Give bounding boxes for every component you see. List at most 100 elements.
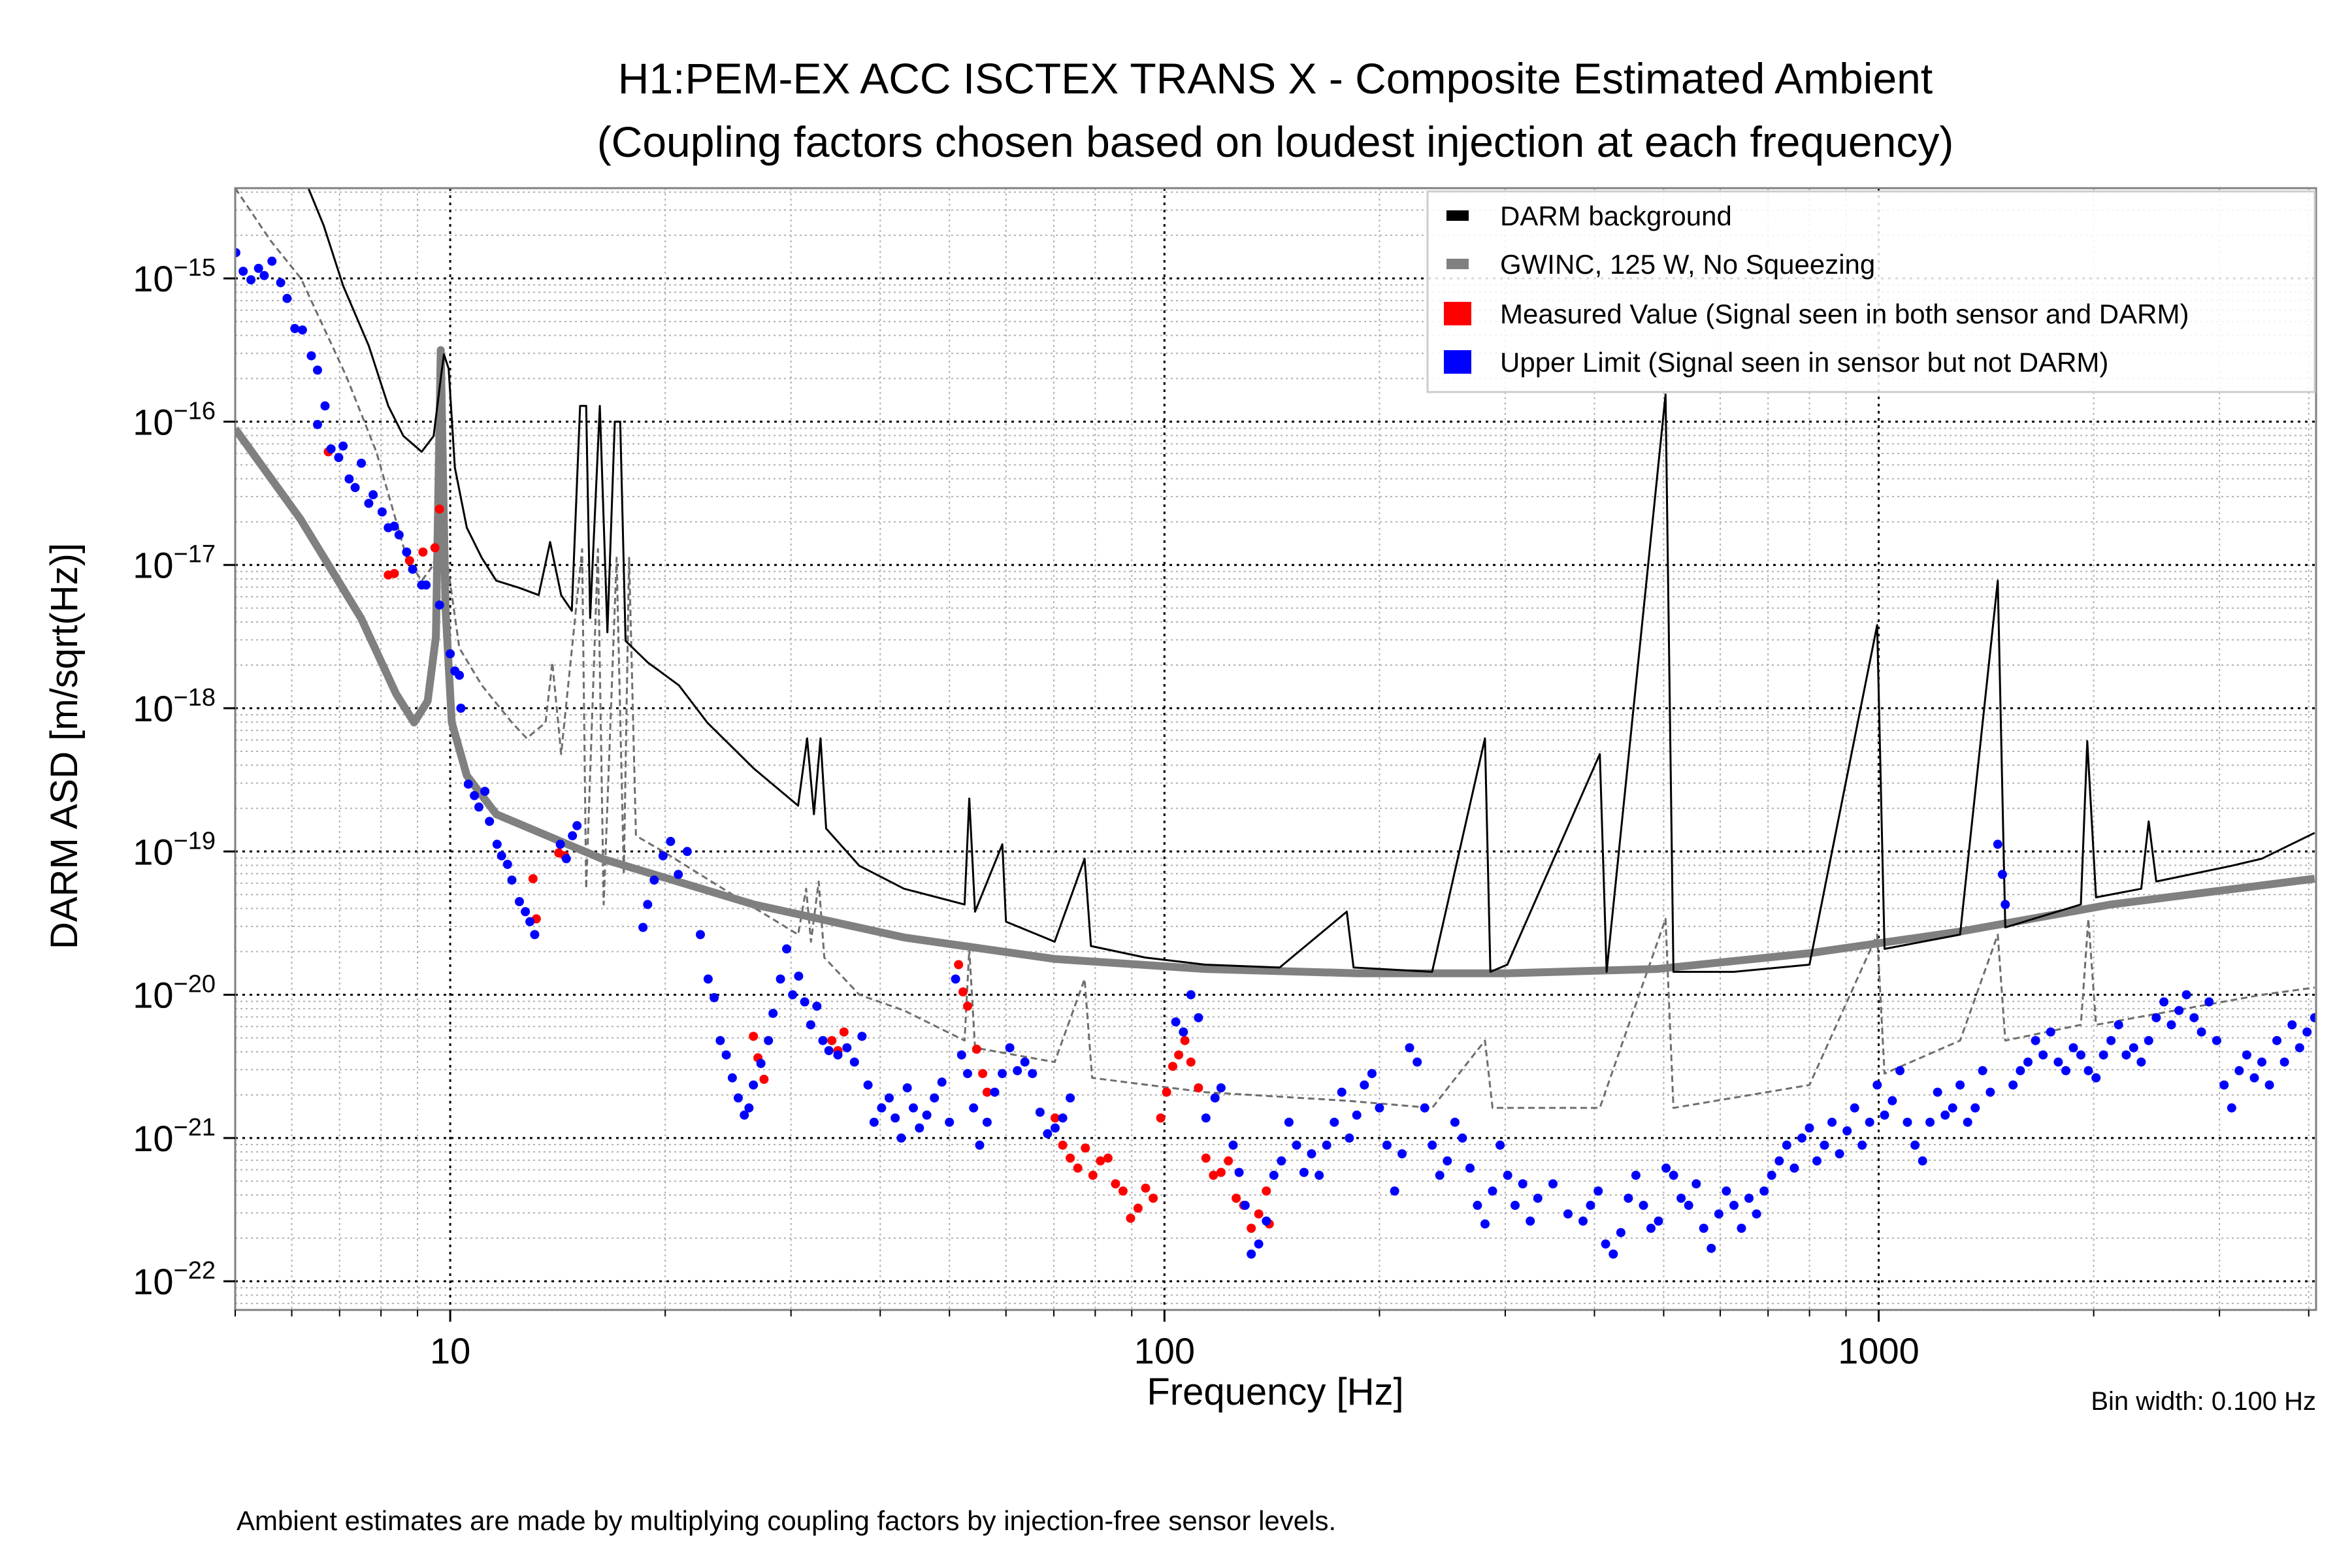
upper-limit-point: [502, 860, 512, 869]
upper-limit-point: [982, 1117, 992, 1127]
upper-limit-point: [1797, 1133, 1806, 1143]
upper-limit-point: [1428, 1140, 1437, 1150]
upper-limit-point: [756, 1058, 766, 1068]
x-axis-ticks: 10 100 1000: [235, 1310, 2310, 1371]
measured-value-point: [1103, 1153, 1113, 1163]
upper-limit-point: [525, 917, 535, 926]
upper-limit-point: [408, 564, 417, 574]
upper-limit-point: [800, 997, 809, 1007]
darm-background-line: [307, 188, 2315, 973]
upper-limit-point: [2287, 1020, 2297, 1030]
upper-limit-point: [1691, 1179, 1701, 1188]
upper-limit-point: [877, 1103, 887, 1113]
upper-limit-point: [1887, 1096, 1897, 1105]
upper-limit-point: [1654, 1217, 1663, 1226]
upper-limit-point: [290, 323, 300, 333]
upper-limit-point: [350, 483, 360, 493]
upper-limit-point: [638, 923, 648, 932]
upper-limit-point: [1903, 1117, 1912, 1127]
y-tick-exponent: −16: [174, 397, 216, 425]
measured-value-point: [1168, 1062, 1177, 1071]
upper-limit-point: [812, 1002, 822, 1011]
upper-limit-point: [1880, 1110, 1889, 1120]
upper-limit-point: [696, 930, 705, 939]
upper-limit-point: [885, 1093, 894, 1103]
upper-limit-point: [842, 1043, 852, 1053]
upper-limit-point: [1179, 1027, 1188, 1037]
gwinc-line: [235, 346, 2315, 977]
upper-limit-point: [896, 1133, 906, 1143]
y-tick-exponent: −18: [174, 684, 216, 711]
bin-width-annotation: Bin width: 0.100 Hz: [2091, 1387, 2316, 1416]
upper-limit-point: [824, 1046, 834, 1056]
upper-limit-point: [1676, 1194, 1686, 1203]
measured-value-point: [827, 1036, 837, 1045]
upper-limit-point: [1707, 1243, 1716, 1253]
y-tick-exponent: −19: [174, 827, 216, 855]
upper-limit-point: [915, 1123, 924, 1133]
upper-limit-point: [2151, 1013, 2161, 1022]
upper-limit-point: [1985, 1087, 1995, 1097]
y-tick-label: 10−18: [133, 684, 216, 729]
upper-limit-point: [235, 248, 240, 257]
upper-limit-point: [394, 530, 404, 540]
upper-limit-point: [1435, 1170, 1445, 1180]
upper-limit-point: [2144, 1036, 2153, 1045]
upper-limit-point: [561, 854, 571, 864]
upper-limit-point: [666, 836, 676, 846]
upper-limit-point: [1593, 1186, 1603, 1196]
upper-limit-point: [1872, 1080, 1882, 1090]
upper-limit-point: [1820, 1140, 1829, 1150]
upper-limit-point: [568, 831, 578, 841]
upper-limit-point: [276, 278, 286, 287]
upper-limit-point: [2106, 1036, 2116, 1045]
measured-value-point: [418, 547, 428, 557]
upper-limit-point: [1722, 1186, 1731, 1196]
upper-limit-point: [1578, 1217, 1588, 1226]
upper-limit-point: [470, 791, 480, 800]
upper-limit-point: [1413, 1057, 1422, 1067]
upper-limit-point: [1684, 1200, 1693, 1210]
upper-limit-point: [1051, 1123, 1060, 1133]
upper-limit-point: [297, 325, 307, 335]
upper-limit-point: [2227, 1103, 2236, 1113]
upper-limit-point: [2249, 1073, 2259, 1083]
upper-limit-point: [749, 1080, 759, 1090]
upper-limit-point: [497, 851, 506, 860]
measured-value-point: [1232, 1194, 1241, 1203]
upper-limit-point: [1963, 1117, 1972, 1127]
measured-value-point: [963, 1002, 972, 1011]
upper-limit-point: [969, 1103, 979, 1113]
upper-limit-point: [1714, 1209, 1723, 1219]
upper-limit-point: [1609, 1249, 1618, 1259]
upper-limit-point: [740, 1110, 749, 1120]
legend: DARM background GWINC, 125 W, No Squeezin…: [1426, 190, 2316, 393]
upper-limit-point: [1254, 1239, 1264, 1249]
upper-limit-point: [1043, 1129, 1053, 1139]
upper-limit-point: [1646, 1224, 1656, 1233]
upper-limit-point: [1058, 1113, 1068, 1123]
y-tick-label: 10−17: [133, 541, 216, 586]
y-tick-exponent: −22: [174, 1257, 216, 1284]
measured-value-point: [1058, 1140, 1068, 1150]
upper-limit-point: [1744, 1194, 1754, 1203]
upper-limit-point: [1518, 1179, 1527, 1188]
upper-limit-point: [833, 1050, 843, 1060]
upper-limit-point: [1563, 1209, 1573, 1219]
upper-limit-point: [1194, 1013, 1203, 1022]
upper-limit-point: [1488, 1186, 1497, 1196]
y-tick-label: 10−20: [133, 971, 216, 1016]
upper-limit-point: [1465, 1163, 1475, 1173]
upper-limit-point: [863, 1080, 873, 1090]
measured-value-point: [1073, 1163, 1083, 1173]
upper-limit-point: [515, 897, 524, 906]
upper-limit-point: [1005, 1043, 1015, 1053]
darm-dashed-line: [235, 188, 2315, 1109]
measured-value-point: [528, 874, 538, 883]
upper-limit-point: [1895, 1066, 1905, 1075]
measured-value-point: [978, 1069, 988, 1079]
upper-limit-point: [1978, 1066, 1987, 1075]
upper-limit-point: [2212, 1036, 2221, 1045]
upper-limit-point: [890, 1113, 900, 1123]
